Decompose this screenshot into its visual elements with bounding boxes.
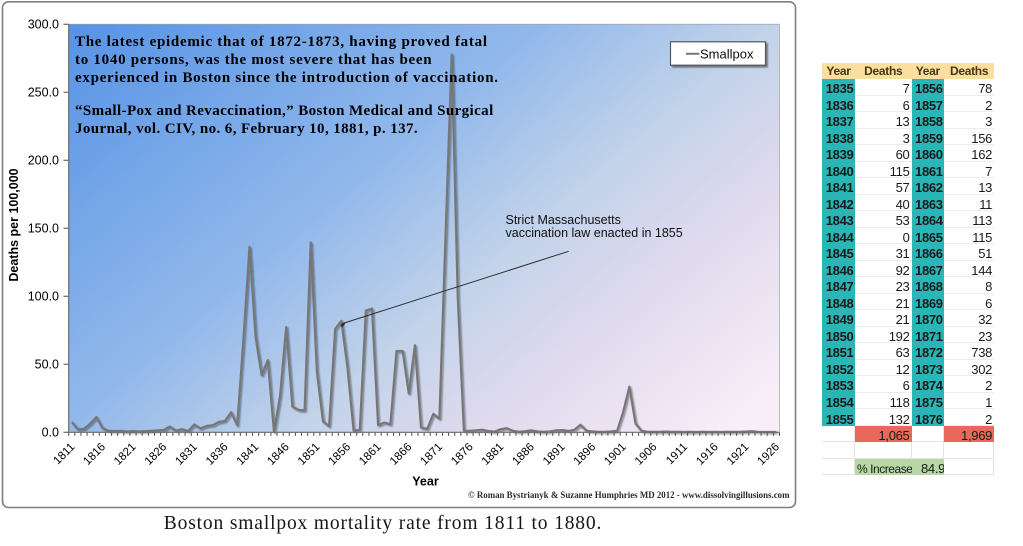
svg-text:Deaths per 100,000: Deaths per 100,000 [7, 168, 21, 281]
svg-text:200.0: 200.0 [28, 153, 59, 167]
svg-text:50.0: 50.0 [35, 358, 59, 372]
svg-text:© Roman Bystrianyk & Suzanne H: © Roman Bystrianyk & Suzanne Humphries M… [468, 490, 790, 500]
svg-text:Year: Year [412, 475, 439, 489]
svg-text:300.0: 300.0 [28, 17, 59, 31]
svg-text:Smallpox: Smallpox [700, 46, 754, 61]
svg-text:150.0: 150.0 [28, 221, 59, 235]
svg-text:0.0: 0.0 [42, 426, 59, 440]
svg-text:100.0: 100.0 [28, 290, 59, 304]
svg-text:250.0: 250.0 [28, 85, 59, 99]
